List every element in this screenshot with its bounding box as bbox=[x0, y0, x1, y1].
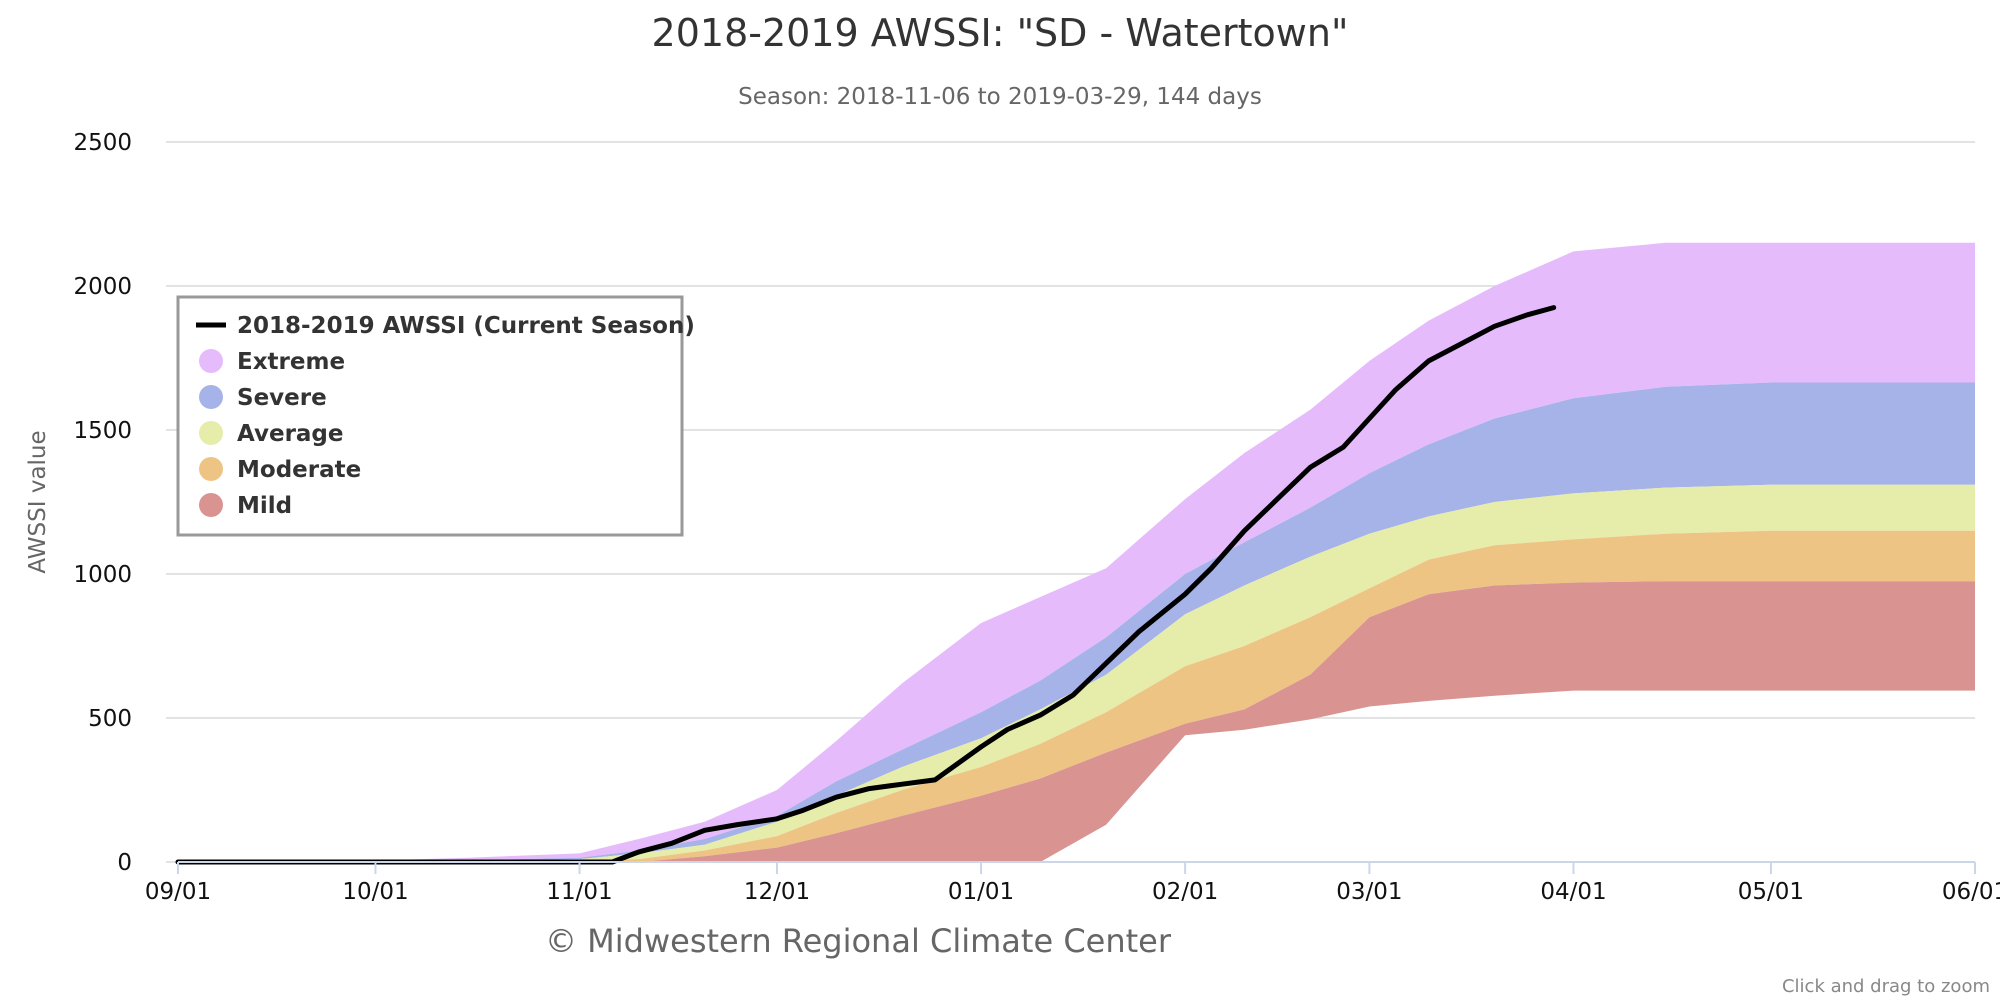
y-tick-label: 1500 bbox=[73, 418, 132, 444]
y-tick-label: 0 bbox=[117, 850, 132, 876]
x-tick-label: 06/01 bbox=[1942, 879, 2000, 905]
x-tick-label: 12/01 bbox=[744, 879, 810, 905]
x-tick-label: 04/01 bbox=[1540, 879, 1606, 905]
legend-item[interactable]: Severe bbox=[199, 385, 327, 411]
band-moderate[interactable] bbox=[178, 530, 1975, 862]
x-tick-label: 01/01 bbox=[948, 879, 1014, 905]
legend-item[interactable]: 2018-2019 AWSSI (Current Season) bbox=[196, 313, 695, 339]
legend-label: Mild bbox=[237, 493, 292, 519]
current-season-line[interactable] bbox=[175, 305, 1557, 865]
y-axis-title: AWSSI value bbox=[25, 430, 51, 573]
percentile-bands bbox=[178, 242, 1975, 863]
legend-symbol-circle bbox=[199, 421, 223, 445]
band-mild[interactable] bbox=[178, 581, 1975, 862]
y-tick-label: 1000 bbox=[73, 562, 132, 588]
x-tick-label: 09/01 bbox=[145, 879, 211, 905]
legend-symbol-circle bbox=[199, 349, 223, 373]
legend-symbol-circle bbox=[199, 493, 223, 517]
axes: 09/01 10/01 11/01 12/01 01/01 02/01 03/01 04/01… bbox=[73, 130, 2000, 905]
chart-subtitle: Season: 2018-11-06 to 2019-03-29, 144 da… bbox=[738, 84, 1262, 110]
x-tick-label: 03/01 bbox=[1336, 879, 1402, 905]
band-severe[interactable] bbox=[178, 382, 1975, 863]
legend-label: Extreme bbox=[237, 349, 345, 375]
band-average[interactable] bbox=[178, 484, 1975, 862]
y-tick-label: 2500 bbox=[73, 130, 132, 156]
legend-item[interactable]: Average bbox=[199, 421, 344, 447]
x-tick-label: 11/01 bbox=[546, 879, 612, 905]
legend-label: Average bbox=[237, 421, 344, 447]
legend-item[interactable]: Moderate bbox=[199, 457, 361, 483]
y-tick-label: 2000 bbox=[73, 274, 132, 300]
legend-item[interactable]: Extreme bbox=[199, 349, 345, 375]
legend-label: Severe bbox=[237, 385, 327, 411]
band-extreme[interactable] bbox=[178, 242, 1975, 863]
x-tick-label: 05/01 bbox=[1738, 879, 1804, 905]
legend-item[interactable]: Mild bbox=[199, 493, 292, 519]
legend-symbol-circle bbox=[199, 457, 223, 481]
x-tick-label: 10/01 bbox=[342, 879, 408, 905]
zoom-hint: Click and drag to zoom bbox=[1782, 976, 1990, 997]
chart-title: 2018-2019 AWSSI: "SD - Watertown" bbox=[652, 11, 1349, 55]
legend-label: Moderate bbox=[237, 457, 361, 483]
current-season-line-layer bbox=[175, 305, 1557, 865]
credits[interactable]: © Midwestern Regional Climate Center bbox=[545, 922, 1172, 960]
legend[interactable]: 2018-2019 AWSSI (Current Season) Extreme S… bbox=[176, 295, 695, 537]
legend-symbol-circle bbox=[199, 385, 223, 409]
legend-label: 2018-2019 AWSSI (Current Season) bbox=[237, 313, 695, 339]
legend-box bbox=[176, 295, 684, 537]
y-tick-label: 500 bbox=[88, 706, 132, 732]
x-tick-label: 02/01 bbox=[1152, 879, 1218, 905]
